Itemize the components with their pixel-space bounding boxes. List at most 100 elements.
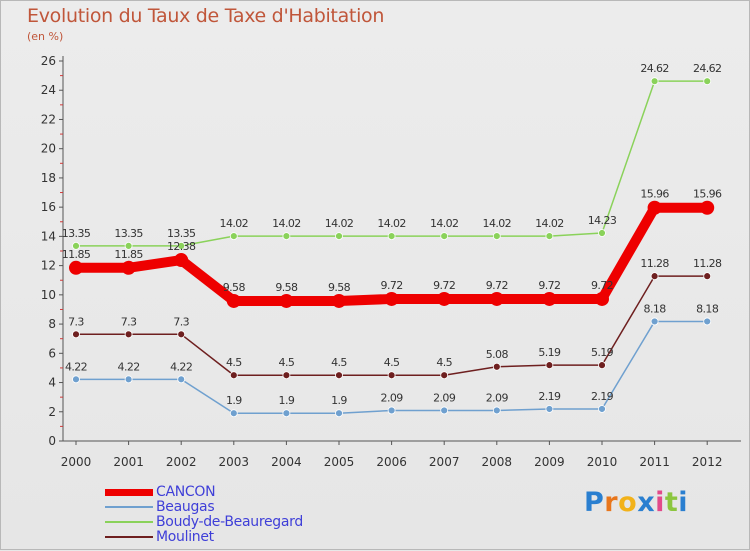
data-point xyxy=(72,330,80,339)
data-point xyxy=(174,253,189,268)
data-label: 4.22 xyxy=(65,360,87,373)
logo-letter: i xyxy=(678,487,689,518)
data-label: 14.02 xyxy=(220,217,249,230)
data-label: 4.5 xyxy=(436,356,452,369)
data-label: 14.02 xyxy=(430,217,459,230)
data-point xyxy=(72,375,80,384)
data-point xyxy=(650,77,659,86)
data-label: 24.62 xyxy=(693,62,722,75)
data-label: 11.28 xyxy=(640,257,669,270)
x-tick-label: 2012 xyxy=(692,455,723,469)
data-label: 15.96 xyxy=(693,188,722,201)
data-label: 5.19 xyxy=(591,346,614,359)
series-moulinet xyxy=(72,272,712,380)
legend-label: Moulinet xyxy=(156,529,214,545)
data-point xyxy=(121,260,136,275)
legend-label: CANCON xyxy=(156,484,216,500)
data-point xyxy=(492,362,501,371)
data-label: 7.3 xyxy=(173,315,189,328)
data-point xyxy=(226,293,241,308)
data-label: 4.5 xyxy=(384,356,400,369)
data-point xyxy=(282,232,291,240)
data-label: 14.02 xyxy=(325,217,354,230)
x-tick-label: 2002 xyxy=(166,455,197,469)
y-tick-label: 4 xyxy=(48,376,56,390)
y-tick-label: 12 xyxy=(41,259,56,273)
legend-swatch xyxy=(105,489,153,496)
data-point xyxy=(437,291,452,306)
data-label: 2.19 xyxy=(591,390,614,403)
data-label: 24.62 xyxy=(640,62,669,75)
data-label: 1.9 xyxy=(279,394,295,407)
data-point xyxy=(703,272,712,281)
data-point xyxy=(598,405,606,413)
y-tick-label: 16 xyxy=(41,200,56,214)
x-tick-label: 2010 xyxy=(587,455,618,469)
y-tick-label: 8 xyxy=(48,317,56,331)
data-label: 13.35 xyxy=(167,227,196,240)
y-tick-label: 22 xyxy=(41,112,56,126)
data-label: 12.38 xyxy=(167,240,196,253)
data-point xyxy=(489,291,504,306)
data-point xyxy=(598,229,606,237)
series-beaugas xyxy=(72,317,712,418)
data-labels: 13.35 13.35 13.35 14.02 14.02 14.02 14.02 14.02… xyxy=(62,62,723,407)
x-tick-label: 2011 xyxy=(639,455,670,469)
legend-label: Boudy-de-Beauregard xyxy=(156,514,303,530)
data-label: 2.09 xyxy=(381,391,404,404)
data-point xyxy=(177,375,186,384)
data-point xyxy=(387,232,396,240)
data-point xyxy=(700,200,715,215)
data-point xyxy=(177,330,186,339)
data-point xyxy=(124,375,133,384)
data-label: 2.19 xyxy=(538,390,561,403)
y-tick-label: 18 xyxy=(41,171,56,185)
data-label: 14.23 xyxy=(588,214,617,227)
x-tick-label: 2009 xyxy=(534,455,565,469)
data-point xyxy=(124,241,133,250)
data-label: 9.72 xyxy=(433,279,455,292)
data-label: 9.72 xyxy=(381,279,403,292)
y-tick-label: 14 xyxy=(41,229,56,243)
data-point xyxy=(598,361,606,370)
data-point xyxy=(545,405,554,413)
logo-letter: r xyxy=(604,487,619,518)
data-point xyxy=(124,330,133,339)
logo-letter: P xyxy=(584,487,605,518)
legend-swatch xyxy=(105,506,153,508)
data-point xyxy=(282,409,291,418)
data-point xyxy=(332,293,346,308)
x-tick-label: 2008 xyxy=(482,455,513,469)
data-label: 14.02 xyxy=(535,217,564,230)
data-point xyxy=(282,371,291,380)
chart-title: Evolution du Taux de Taxe d'Habitation xyxy=(27,5,385,27)
data-label: 15.96 xyxy=(640,188,669,201)
data-point xyxy=(387,406,396,415)
data-label: 9.58 xyxy=(275,281,298,294)
data-point xyxy=(703,77,712,86)
data-label: 4.5 xyxy=(279,356,295,369)
legend-swatch xyxy=(105,536,153,538)
data-label: 14.02 xyxy=(483,217,512,230)
data-label: 5.08 xyxy=(486,348,509,361)
data-point xyxy=(440,406,449,415)
data-label: 11.85 xyxy=(62,248,91,261)
data-point xyxy=(177,241,186,250)
legend-label: Beaugas xyxy=(156,499,215,515)
data-label: 9.72 xyxy=(591,279,613,292)
data-point xyxy=(335,232,343,240)
x-tick-label: 2001 xyxy=(113,455,144,469)
data-point xyxy=(335,409,343,418)
logo-letter: t xyxy=(664,487,679,518)
data-point xyxy=(545,232,554,240)
data-point xyxy=(69,260,83,275)
legend-swatch xyxy=(105,521,153,523)
data-label: 7.3 xyxy=(121,315,137,328)
data-point xyxy=(440,371,449,380)
data-label: 9.58 xyxy=(223,281,246,294)
data-point xyxy=(650,272,659,281)
data-label: 11.28 xyxy=(693,257,722,270)
y-tick-label: 2 xyxy=(48,405,56,419)
data-label: 4.5 xyxy=(331,356,347,369)
data-point xyxy=(703,317,712,326)
